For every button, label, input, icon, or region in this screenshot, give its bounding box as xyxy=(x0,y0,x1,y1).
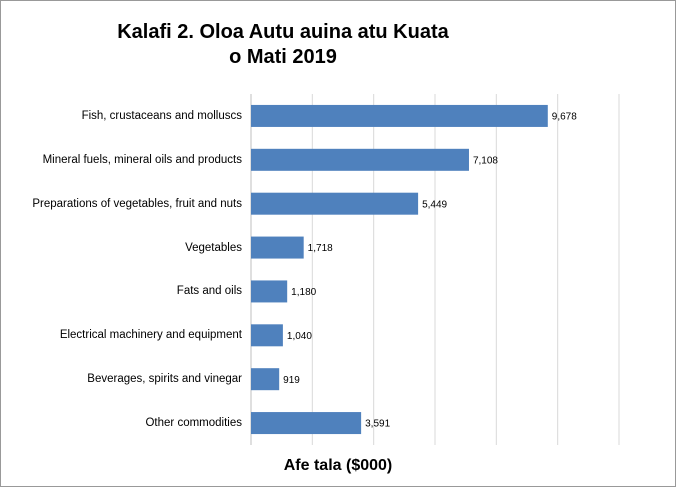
y-tick-label: Fats and oils xyxy=(176,285,242,298)
y-tick-label: Fish, crustaceans and molluscs xyxy=(81,109,242,122)
bar xyxy=(251,412,362,435)
y-tick-label: Other commodities xyxy=(145,417,242,430)
y-tick-label: Beverages, spirits and vinegar xyxy=(87,373,242,386)
chart-title: Kalafi 2. Oloa Autu auina atu Kuata o Ma… xyxy=(117,21,449,68)
bar xyxy=(251,368,280,391)
data-label: 7,108 xyxy=(473,155,498,166)
bar xyxy=(251,192,419,215)
bar xyxy=(251,280,288,303)
data-label: 1,040 xyxy=(287,331,312,342)
bar xyxy=(251,104,548,127)
bar xyxy=(251,236,304,259)
data-label: 1,718 xyxy=(308,243,333,254)
y-tick-label: Mineral fuels, mineral oils and products xyxy=(42,153,242,166)
data-label: 9,678 xyxy=(552,112,577,123)
y-tick-label: Preparations of vegetables, fruit and nu… xyxy=(32,197,242,210)
bar xyxy=(251,148,469,171)
y-tick-label: Electrical machinery and equipment xyxy=(59,329,242,342)
y-tick-label: Vegetables xyxy=(185,241,242,254)
x-axis-title: Afe tala ($000) xyxy=(283,457,393,474)
data-label: 3,591 xyxy=(365,419,390,430)
bar xyxy=(251,324,283,347)
data-label: 1,180 xyxy=(291,287,316,298)
data-label: 919 xyxy=(283,375,300,386)
data-label: 5,449 xyxy=(422,199,447,210)
